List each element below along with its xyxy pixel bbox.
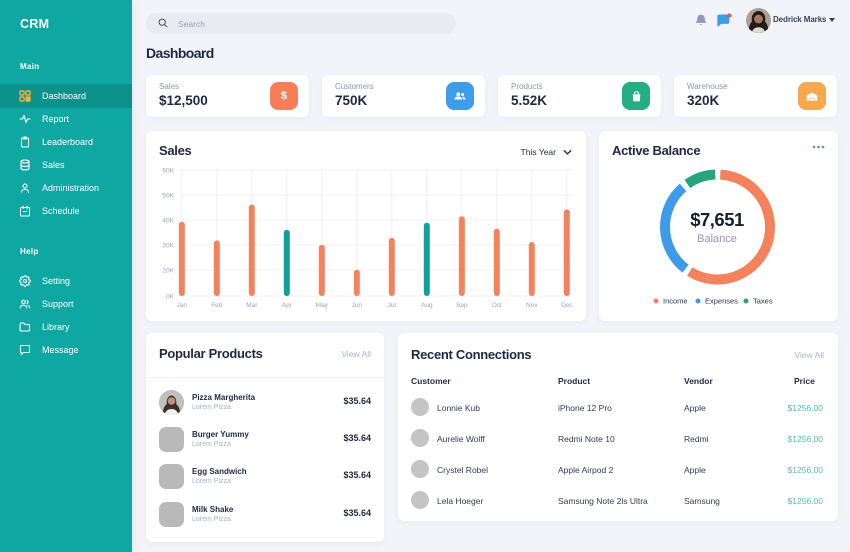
svg-text:0K: 0K: [166, 294, 175, 301]
svg-text:Expenses: Expenses: [705, 297, 738, 306]
svg-text:Balance: Balance: [697, 233, 737, 245]
svg-text:Oct: Oct: [492, 302, 502, 309]
svg-text:Jun: Jun: [352, 302, 363, 309]
svg-text:Aug: Aug: [421, 302, 433, 309]
svg-text:May: May: [316, 302, 329, 309]
svg-text:Jan: Jan: [177, 302, 188, 309]
svg-text:Taxes: Taxes: [753, 297, 773, 306]
svg-text:$7,651: $7,651: [690, 209, 744, 230]
svg-text:Apr: Apr: [282, 302, 293, 309]
svg-text:40K: 40K: [162, 218, 174, 225]
svg-text:Jul: Jul: [388, 302, 397, 309]
svg-text:30K: 30K: [162, 243, 174, 250]
svg-text:20K: 20K: [162, 268, 174, 275]
svg-text:Dec: Dec: [561, 302, 573, 309]
svg-text:Income: Income: [663, 297, 688, 306]
svg-text:Sep: Sep: [456, 302, 468, 309]
svg-text:Mar: Mar: [246, 302, 258, 309]
svg-text:60K: 60K: [162, 168, 174, 175]
svg-text:Feb: Feb: [211, 302, 223, 309]
svg-text:50K: 50K: [162, 193, 174, 200]
svg-text:Nov: Nov: [526, 302, 538, 309]
